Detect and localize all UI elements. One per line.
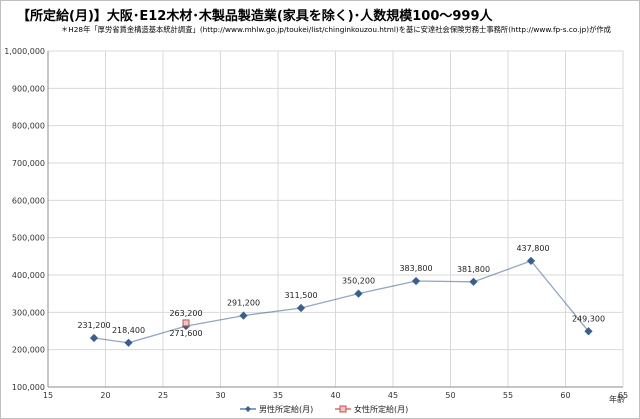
data-label: 231,200: [77, 321, 110, 330]
x-tick-label: 55: [503, 391, 513, 400]
x-tick-label: 65: [618, 391, 628, 400]
y-tick-label: 1,000,000: [4, 47, 45, 56]
data-point: [526, 256, 536, 265]
data-label: 263,200: [169, 309, 202, 318]
data-label: 271,600: [169, 329, 202, 338]
data-label: 437,800: [516, 244, 549, 253]
chart-subtitle: ＊H28年「厚労省賃金構造基本統計調査」(http://www.mhlw.go.…: [61, 25, 611, 34]
data-point: [182, 319, 190, 327]
series-layer: [89, 256, 593, 347]
chart-title: 【所定給(月)】大阪･E12木材･木製品製造業(家具を除く)･人数規模100～9…: [17, 9, 493, 24]
y-tick-label: 900,000: [12, 84, 45, 93]
data-point: [411, 276, 421, 286]
y-axis-ticks: 100,000 200,000 300,000 400,000 500,000 600,0…: [4, 47, 45, 392]
data-point: [239, 311, 248, 320]
x-axis-label: 年齢: [609, 394, 625, 404]
data-label: 218,400: [112, 326, 145, 335]
data-label: 383,800: [399, 264, 432, 273]
x-tick-label: 20: [100, 391, 110, 400]
data-point: [584, 327, 593, 336]
legend-label: 女性所定給(月): [354, 404, 408, 414]
data-label: 291,200: [227, 299, 260, 308]
legend-marker: [339, 405, 347, 413]
y-tick-label: 200,000: [12, 346, 45, 355]
legend-item-female: 女性所定給(月): [335, 404, 408, 414]
x-tick-label: 45: [388, 391, 398, 400]
y-tick-label: 400,000: [12, 271, 45, 280]
data-label: 350,200: [342, 277, 375, 286]
x-axis-ticks: 15 20 25 30 35 40 45 50 55 60 65: [43, 391, 628, 400]
data-label: 381,800: [457, 265, 490, 274]
data-point: [469, 277, 478, 286]
data-point: [354, 289, 363, 298]
y-tick-label: 600,000: [12, 196, 45, 205]
data-point: [296, 303, 306, 313]
legend-marker: [245, 406, 251, 412]
x-tick-label: 35: [273, 391, 283, 400]
y-tick-label: 500,000: [12, 234, 45, 243]
x-tick-label: 25: [158, 391, 168, 400]
y-tick-label: 800,000: [12, 122, 45, 131]
axes: [47, 51, 623, 388]
legend-label: 男性所定給(月): [259, 404, 313, 414]
legend-item-male: 男性所定給(月): [240, 404, 313, 414]
y-tick-label: 100,000: [12, 383, 45, 392]
data-label: 311,500: [284, 291, 317, 300]
series-female: [182, 319, 190, 327]
x-tick-label: 40: [330, 391, 340, 400]
legend: 男性所定給(月) 女性所定給(月): [240, 404, 408, 414]
x-tick-label: 15: [43, 391, 53, 400]
data-point: [89, 333, 99, 343]
x-tick-label: 50: [445, 391, 455, 400]
y-tick-label: 300,000: [12, 308, 45, 317]
data-label: 249,300: [572, 314, 605, 323]
series-line: [93, 260, 590, 344]
x-tick-label: 60: [560, 391, 570, 400]
y-tick-label: 700,000: [12, 159, 45, 168]
data-point: [124, 338, 133, 347]
x-tick-label: 30: [215, 391, 225, 400]
